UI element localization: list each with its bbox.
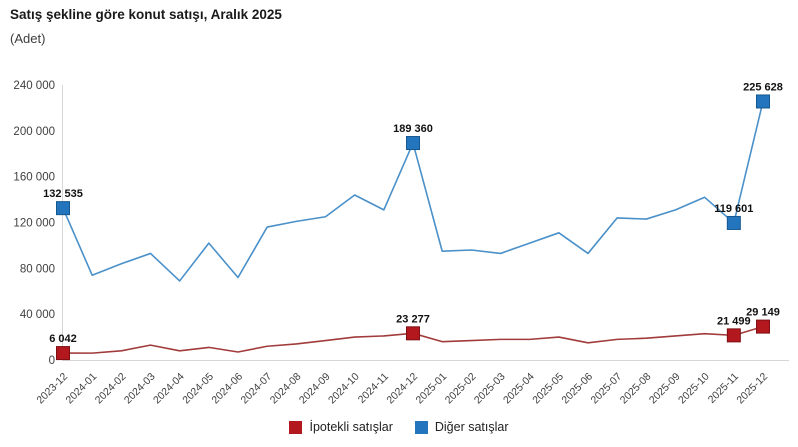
- y-tick-label: 200 000: [13, 126, 55, 138]
- x-tick-label: 2024-04: [151, 371, 187, 407]
- x-tick-label: 2024-05: [180, 371, 216, 407]
- y-tick-label: 160 000: [13, 172, 55, 184]
- marker-İpotekli satışlar-2024-12: [406, 326, 420, 341]
- x-tick-label: 2025-09: [647, 371, 683, 407]
- x-tick-label: 2025-04: [501, 371, 537, 407]
- x-tick-label: 2024-02: [93, 371, 129, 407]
- marker-İpotekli satışlar-2025-11: [726, 328, 741, 343]
- legend-item-ipotekli-satislar[interactable]: İpotekli satışlar: [289, 420, 393, 434]
- legend-item-diger-satislar[interactable]: Diğer satışlar: [414, 420, 509, 434]
- x-tick-label: 2025-12: [734, 371, 770, 407]
- marker-Diğer satışlar-2025-12: [756, 94, 770, 109]
- chart-unit-label: (Adet): [10, 31, 46, 46]
- data-label: 23 277: [396, 313, 430, 325]
- x-tick-label: 2024-09: [297, 371, 333, 407]
- x-tick-label: 2025-01: [414, 371, 450, 407]
- x-tick-label: 2024-08: [268, 371, 304, 407]
- x-tick-label: 2025-08: [618, 371, 654, 407]
- marker-Diğer satışlar-2023-12: [56, 201, 70, 216]
- data-label: 225 628: [743, 81, 783, 93]
- y-tick-label: 240 000: [13, 80, 55, 92]
- data-label: 6 042: [49, 333, 77, 345]
- x-tick-label: 2025-10: [676, 371, 712, 407]
- x-tick-label: 2023-12: [34, 371, 70, 407]
- marker-Diğer satışlar-2025-11: [726, 215, 741, 230]
- x-tick-label: 2024-01: [64, 371, 100, 407]
- marker-İpotekli satışlar-2025-12: [756, 319, 770, 334]
- chart-legend: İpotekli satışlar Diğer satışlar: [0, 420, 798, 434]
- legend-swatch-diger: [414, 420, 428, 434]
- x-tick-label: 2024-10: [326, 371, 362, 407]
- marker-İpotekli satışlar-2023-12: [56, 346, 70, 361]
- data-label: 132 535: [43, 188, 83, 200]
- x-tick-label: 2025-05: [530, 371, 566, 407]
- x-tick-label: 2025-07: [589, 371, 625, 407]
- x-tick-label: 2024-03: [122, 371, 158, 407]
- x-tick-label: 2024-06: [209, 371, 245, 407]
- x-tick-label: 2024-12: [384, 371, 420, 407]
- legend-swatch-ipotekli: [289, 420, 303, 434]
- y-tick-label: 120 000: [13, 218, 55, 230]
- marker-Diğer satışlar-2024-12: [406, 136, 420, 151]
- data-label: 29 149: [746, 307, 780, 319]
- x-tick-label: 2025-06: [559, 371, 595, 407]
- legend-label-ipotekli: İpotekli satışlar: [309, 420, 393, 434]
- x-tick-label: 2024-07: [239, 371, 275, 407]
- x-tick-label: 2025-03: [472, 371, 508, 407]
- legend-label-diger: Diğer satışlar: [434, 420, 509, 434]
- x-tick-label: 2025-02: [443, 371, 479, 407]
- y-tick-label: 0: [49, 355, 55, 367]
- y-tick-label: 40 000: [20, 309, 55, 321]
- chart-title: Satış şekline göre konut satışı, Aralık …: [10, 7, 282, 22]
- data-label: 21 499: [717, 315, 751, 327]
- data-label: 189 360: [393, 123, 433, 135]
- y-tick-label: 80 000: [20, 263, 55, 275]
- data-label: 119 601: [714, 203, 753, 215]
